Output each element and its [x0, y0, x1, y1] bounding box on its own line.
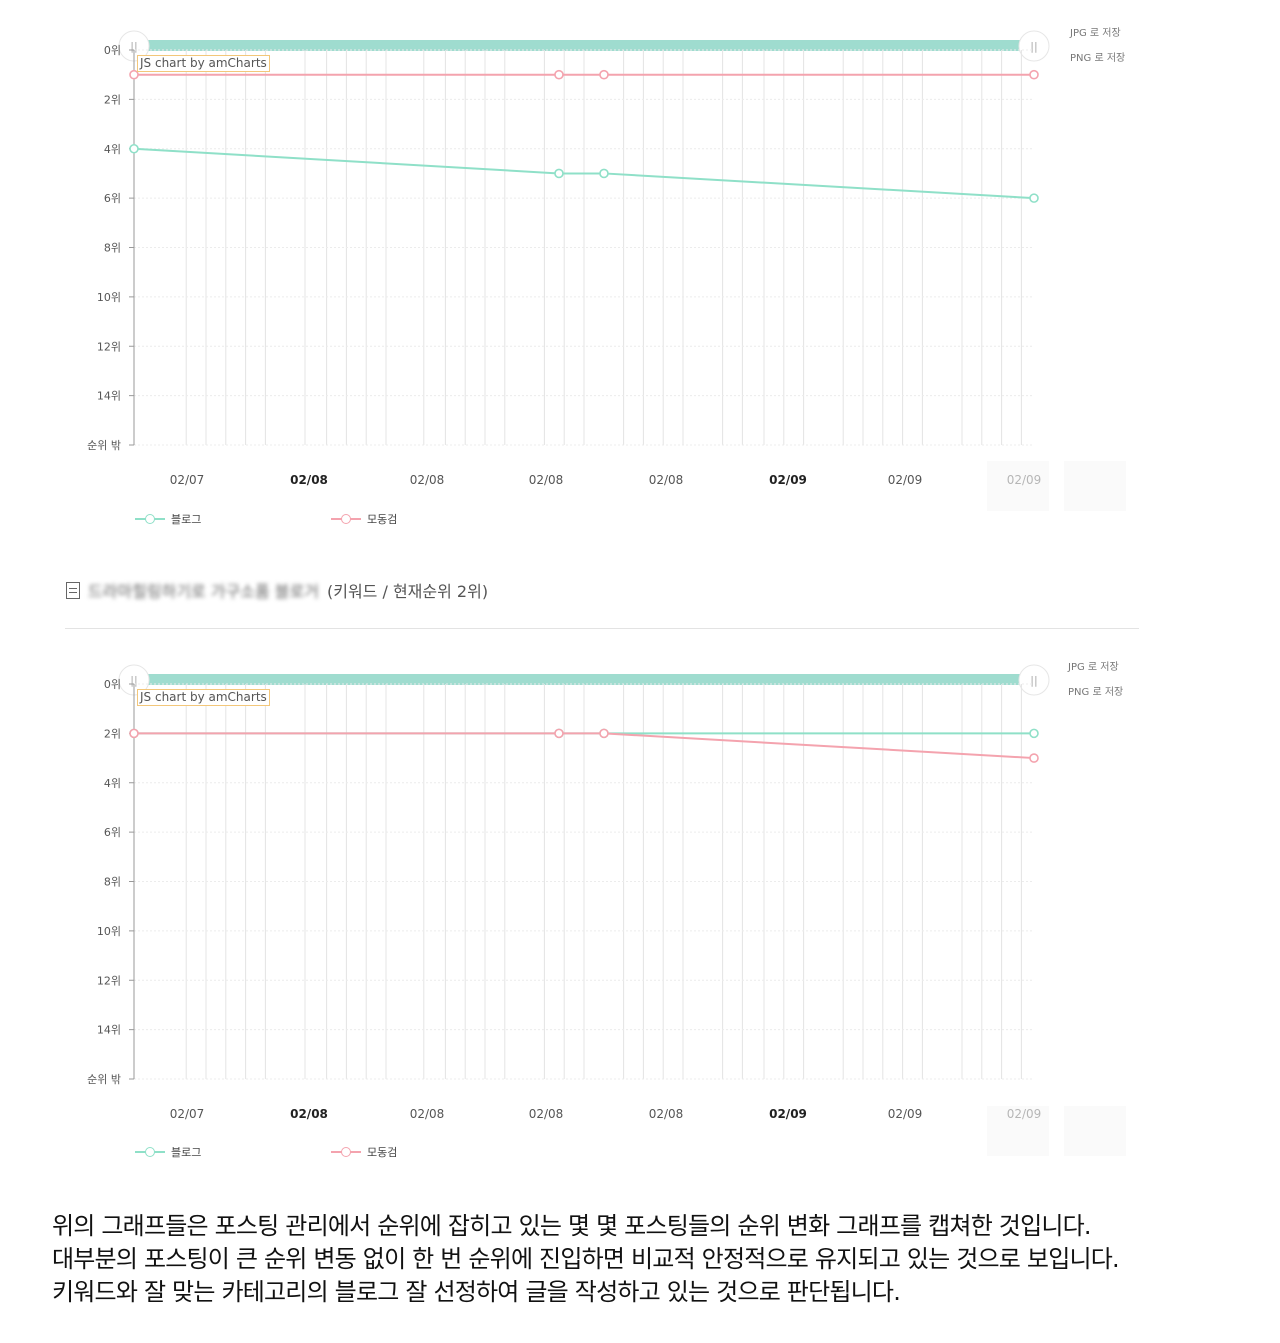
data-point: [129, 728, 139, 739]
legend-item-blog[interactable]: 블로그: [135, 1144, 201, 1160]
y-tick-label: 6위: [104, 826, 121, 839]
series-line: [134, 732, 1035, 760]
data-point: [554, 168, 564, 179]
grip-icon: ||: [1030, 674, 1037, 687]
x-tick-label: 02/09: [888, 473, 923, 487]
summary-text: 위의 그래프들은 포스팅 관리에서 순위에 잡히고 있는 몇 몇 포스팅들의 순…: [52, 1210, 1272, 1309]
scrollbar-right-handle[interactable]: [1018, 664, 1050, 696]
legend-label: 모동검: [367, 1146, 398, 1159]
amcharts-credit[interactable]: JS chart by amCharts: [137, 689, 270, 706]
y-tick-label: 10위: [97, 291, 121, 304]
legend-item-blog[interactable]: 블로그: [135, 511, 201, 527]
y-tick-label: 2위: [104, 93, 121, 106]
x-tick-label: 02/08: [290, 473, 328, 487]
export-jpg-link[interactable]: JPG 로 저장: [1068, 662, 1119, 673]
scrollbar-right-handle[interactable]: [1018, 30, 1050, 62]
scrollbar-track[interactable]: [136, 40, 1026, 51]
y-tick-label: 12위: [97, 340, 121, 353]
y-tick-label: 순위 밖: [87, 439, 121, 452]
y-tick-label: 10위: [97, 925, 121, 938]
x-tick-label: 02/09: [769, 473, 807, 487]
legend-marker-icon: [331, 514, 361, 524]
legend-item-modonggeom[interactable]: 모동검: [331, 511, 397, 527]
x-tick-label: 02/08: [529, 473, 564, 487]
post-title-suffix: (키워드 / 현재순위 2위): [326, 582, 489, 601]
y-tick-label: 0위: [104, 44, 121, 57]
document-icon: [66, 581, 80, 599]
y-tick-label: 2위: [104, 727, 121, 740]
data-point: [554, 728, 564, 739]
x-tick-label: 02/07: [170, 1107, 205, 1121]
data-point: [599, 728, 609, 739]
x-tick-label: 02/08: [410, 1107, 445, 1121]
data-point: [554, 69, 564, 80]
x-tick-label: 02/08: [529, 1107, 564, 1121]
grip-icon: ||: [1030, 40, 1037, 53]
legend-marker-icon: [135, 1147, 165, 1157]
x-tick-label: 02/07: [170, 473, 205, 487]
y-tick-label: 4위: [104, 143, 121, 156]
amcharts-credit[interactable]: JS chart by amCharts: [137, 55, 270, 72]
y-tick-label: 0위: [104, 678, 121, 691]
post-title-blurred: 드라마힐링하기로 가구소품 블로거: [88, 582, 319, 601]
data-point: [599, 69, 609, 80]
legend-item-modonggeom[interactable]: 모동검: [331, 1144, 397, 1160]
post-title: 드라마힐링하기로 가구소품 블로거 (키워드 / 현재순위 2위): [66, 578, 488, 602]
data-point: [599, 168, 609, 179]
legend-label: 블로그: [171, 1146, 202, 1159]
grip-icon: ||: [130, 40, 137, 53]
summary-line: 대부분의 포스팅이 큰 순위 변동 없이 한 번 순위에 진입하면 비교적 안정…: [52, 1245, 1120, 1273]
y-tick-label: 12위: [97, 974, 121, 987]
legend-label: 모동검: [367, 513, 398, 526]
x-tick-label: 02/08: [649, 473, 684, 487]
summary-line: 키워드와 잘 맞는 카테고리의 블로그 잘 선정하여 글을 작성하고 있는 것으…: [52, 1278, 901, 1306]
summary-line: 위의 그래프들은 포스팅 관리에서 순위에 잡히고 있는 몇 몇 포스팅들의 순…: [52, 1212, 1092, 1240]
divider: [65, 628, 1139, 629]
y-tick-label: 8위: [104, 242, 121, 255]
y-tick-label: 14위: [97, 390, 121, 403]
pan-button[interactable]: [1064, 1106, 1126, 1156]
data-point: [1029, 728, 1039, 739]
data-point: [1029, 69, 1039, 80]
data-point: [129, 69, 139, 80]
export-png-link[interactable]: PNG 로 저장: [1068, 687, 1124, 698]
y-tick-label: 6위: [104, 192, 121, 205]
x-tick-label: 02/09: [888, 1107, 923, 1121]
export-jpg-link[interactable]: JPG 로 저장: [1070, 28, 1121, 39]
data-point: [1029, 753, 1039, 763]
y-tick-label: 8위: [104, 876, 121, 889]
x-tick-label: 02/08: [649, 1107, 684, 1121]
zoom-out-button[interactable]: [987, 461, 1049, 511]
x-tick-label: 02/09: [769, 1107, 807, 1121]
x-tick-label: 02/08: [410, 473, 445, 487]
y-tick-label: 14위: [97, 1024, 121, 1037]
series-line: [133, 147, 1035, 200]
legend-label: 블로그: [171, 513, 202, 526]
y-tick-label: 순위 밖: [87, 1073, 121, 1086]
data-point: [129, 143, 139, 154]
pan-button[interactable]: [1064, 461, 1126, 511]
grip-icon: ||: [130, 674, 137, 687]
x-tick-label: 02/08: [290, 1107, 328, 1121]
scrollbar-track[interactable]: [136, 674, 1026, 685]
zoom-out-button[interactable]: [987, 1106, 1049, 1156]
y-tick-label: 4위: [104, 777, 121, 790]
legend-marker-icon: [135, 514, 165, 524]
legend-marker-icon: [331, 1147, 361, 1157]
export-png-link[interactable]: PNG 로 저장: [1070, 53, 1126, 64]
data-point: [1029, 193, 1039, 203]
